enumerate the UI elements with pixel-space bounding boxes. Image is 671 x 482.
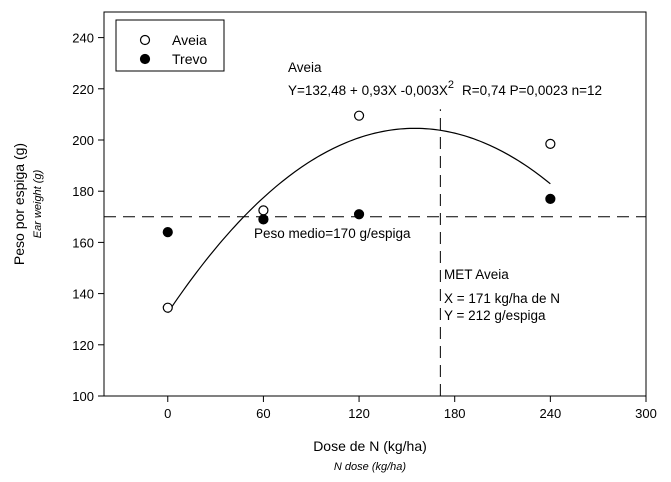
data-points [162,110,556,313]
aveia-fit-curve [167,127,551,314]
y-tick-label: 140 [72,287,94,302]
fit-equation-main: Y=132,48 + 0,93X -0,003X [288,83,448,98]
legend-label-trevo: Trevo [172,51,207,67]
x-tick-label: 60 [256,406,270,421]
point-aveia [353,110,365,121]
legend-label-aveia: Aveia [172,32,207,48]
x-axis-subtitle: N dose (kg/ha) [334,461,406,473]
point-aveia [258,205,269,216]
x-tick-label: 180 [444,406,466,421]
met-x-value: X = 171 kg/ha de N [444,291,560,306]
point-aveia [545,138,556,149]
point-trevo [545,193,556,204]
y-axis: 100 120 140 160 180 200 220 240 [72,31,104,404]
mean-label: Peso medio=170 g/espiga [254,226,411,241]
y-tick-label: 240 [72,31,94,46]
met-y-value: Y = 212 g/espiga [444,308,546,323]
y-tick-label: 100 [72,389,94,404]
x-tick-label: 120 [348,406,370,421]
x-axis-title: Dose de N (kg/ha) [313,438,427,454]
fit-equation-exponent: 2 [448,79,454,91]
x-tick-label: 300 [635,406,657,421]
fit-title: Aveia [288,60,322,75]
y-axis-title: Peso por espiga (g) [11,143,27,265]
y-axis-subtitle: Ear weight (g) [32,169,44,238]
fit-equation: Y=132,48 + 0,93X -0,003X2 R=0,74 P=0,0023… [288,79,602,98]
met-title: MET Aveia [444,267,509,282]
plot-area [103,11,647,397]
fit-equation-stats: R=0,74 P=0,0023 n=12 [462,83,602,98]
point-trevo [162,227,173,238]
point-trevo [353,209,365,220]
y-tick-label: 200 [72,133,94,148]
y-tick-label: 120 [72,338,94,353]
y-tick-label: 180 [72,184,94,199]
legend-box [115,19,225,72]
point-trevo [258,214,269,225]
point-aveia [162,302,173,313]
y-tick-label: 220 [72,82,94,97]
legend-marker-trevo [139,53,151,65]
legend-marker-aveia [139,34,151,46]
x-axis: 0 60 120 180 240 300 [164,396,657,421]
x-tick-label: 0 [164,406,171,421]
y-tick-label: 160 [72,235,94,250]
legend: Aveia Trevo [115,19,225,72]
x-tick-label: 240 [540,406,562,421]
